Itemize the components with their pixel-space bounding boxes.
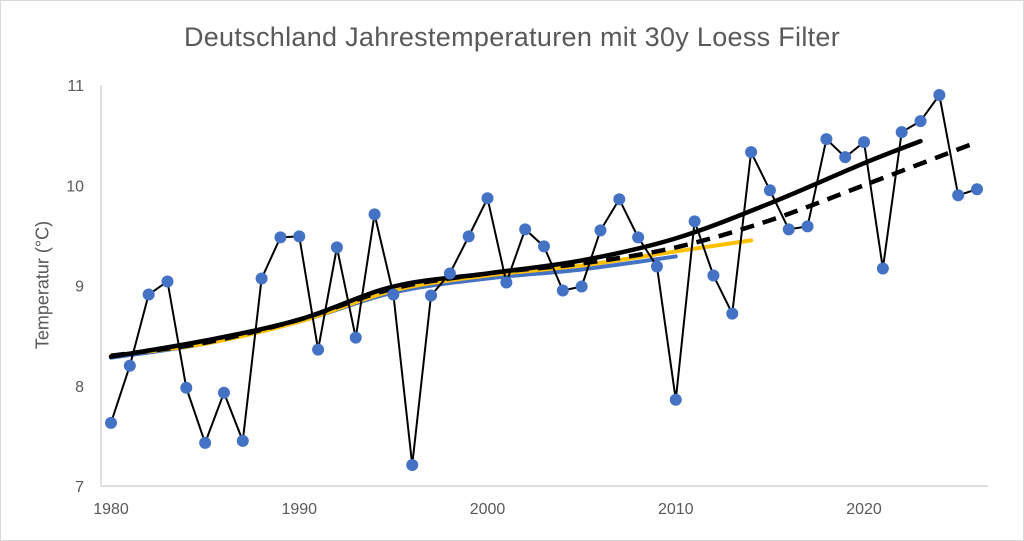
series-lines: [108, 94, 978, 466]
data-point: [387, 288, 400, 301]
data-point: [858, 136, 871, 149]
data-point: [330, 241, 343, 254]
x-tick-label: 2000: [470, 501, 506, 518]
y-tick-label: 10: [66, 178, 84, 195]
x-tick-label: 1980: [93, 501, 129, 518]
data-point: [236, 434, 249, 447]
data-point: [255, 272, 268, 285]
data-point: [726, 307, 739, 320]
data-point: [876, 262, 889, 275]
data-point: [293, 230, 306, 243]
data-point: [312, 343, 325, 356]
y-tick-label: 9: [75, 279, 84, 296]
data-point: [123, 359, 136, 372]
data-point: [632, 231, 645, 244]
data-point: [707, 269, 720, 282]
data-point: [594, 224, 607, 237]
data-point: [105, 416, 117, 429]
data-point: [971, 183, 983, 196]
data-markers: [105, 89, 983, 471]
x-tick-label: 2020: [846, 501, 882, 518]
data-point: [274, 231, 287, 244]
y-tick-label: 7: [75, 479, 84, 496]
series-line-loess-black: [108, 138, 923, 359]
data-point: [462, 230, 475, 243]
y-tick-label: 8: [75, 379, 84, 396]
data-point: [575, 280, 588, 293]
data-point: [519, 223, 532, 236]
data-point: [500, 276, 513, 289]
series-line-loess-dashed: [110, 140, 978, 358]
data-point: [199, 436, 212, 449]
data-point: [161, 275, 174, 288]
data-point: [820, 133, 833, 146]
data-point: [425, 289, 438, 302]
series-line-annual: [110, 94, 978, 466]
data-point: [650, 260, 663, 273]
data-point: [952, 189, 965, 202]
data-point: [895, 126, 908, 139]
axes: 7 8 9 10 11 1980 1990 2000 2010 2020: [66, 78, 988, 518]
data-point: [688, 215, 701, 228]
data-point: [481, 192, 494, 205]
data-point: [217, 386, 230, 399]
data-point: [763, 184, 776, 197]
data-point: [180, 381, 193, 394]
x-tick-label: 1990: [281, 501, 317, 518]
data-point: [801, 220, 814, 233]
data-point: [368, 208, 381, 221]
data-point: [443, 267, 456, 280]
data-point: [839, 151, 852, 164]
data-point: [538, 240, 550, 253]
data-point: [406, 458, 419, 471]
data-point: [613, 193, 626, 206]
data-point: [349, 331, 362, 344]
data-point: [669, 393, 682, 406]
data-point: [914, 115, 927, 128]
data-point: [142, 288, 155, 301]
data-point: [782, 223, 795, 236]
data-point: [556, 284, 569, 297]
x-tick-label: 2010: [658, 501, 694, 518]
data-point: [933, 89, 946, 102]
chart-title: Deutschland Jahrestemperaturen mit 30y L…: [183, 22, 841, 52]
data-point: [745, 146, 758, 159]
y-tick-label: 11: [67, 78, 84, 95]
